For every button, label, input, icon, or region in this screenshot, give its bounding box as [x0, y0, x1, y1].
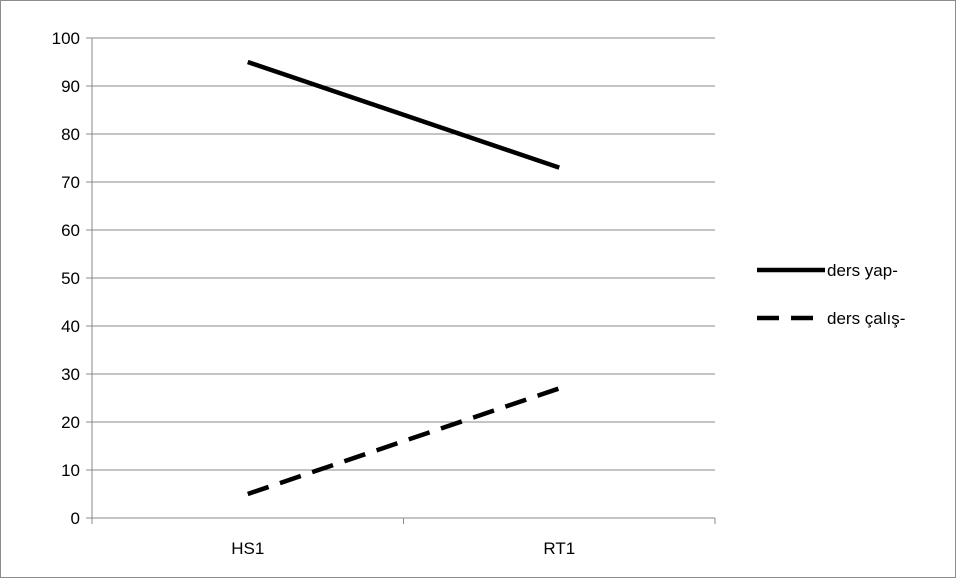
y-tick-label: 10 — [61, 461, 80, 480]
series-line-1 — [248, 62, 560, 168]
y-tick-label: 40 — [61, 317, 80, 336]
y-tick-label: 80 — [61, 125, 80, 144]
gridlines — [92, 38, 715, 470]
legend: ders yap-ders çalış- — [757, 261, 905, 328]
legend-label-1: ders yap- — [827, 261, 898, 280]
y-tick-label: 30 — [61, 365, 80, 384]
y-tick-label: 60 — [61, 221, 80, 240]
y-tick-label: 70 — [61, 173, 80, 192]
x-tick-label: RT1 — [543, 539, 575, 558]
y-tick-label: 0 — [71, 509, 80, 528]
y-tick-label: 50 — [61, 269, 80, 288]
y-tick-label: 100 — [52, 29, 80, 48]
y-tick-label: 90 — [61, 77, 80, 96]
series-line-2 — [248, 388, 560, 494]
legend-label-2: ders çalış- — [827, 309, 905, 328]
x-tick-label: HS1 — [231, 539, 264, 558]
y-tick-label: 20 — [61, 413, 80, 432]
